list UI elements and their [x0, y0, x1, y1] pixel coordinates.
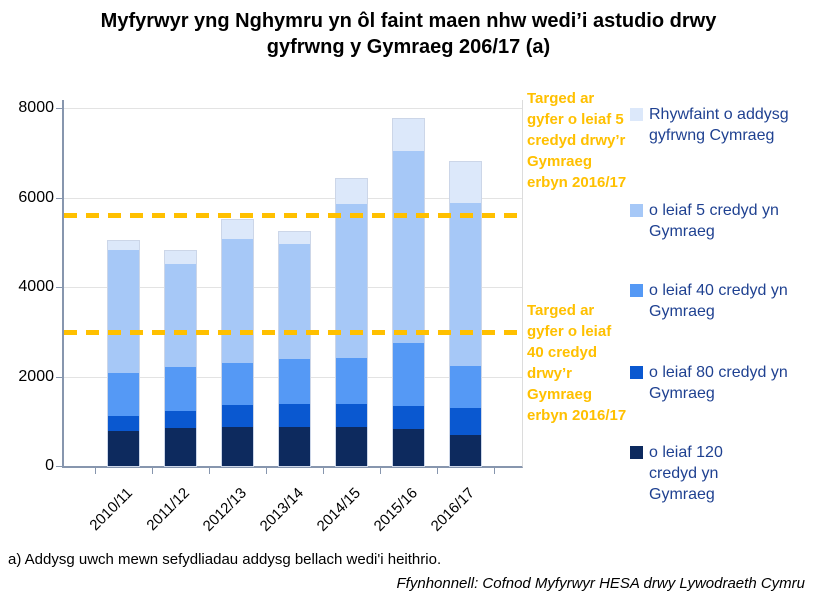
bar-2012/13 [222, 219, 253, 466]
source-note: Ffynhonnell: Cofnod Myfyrwyr HESA drwy L… [396, 575, 805, 592]
x-axis-tick [493, 468, 495, 474]
x-axis-tick [322, 468, 324, 474]
target-annotation: Targed ar gyfer o leiaf 5 credyd drwy’r … [527, 90, 627, 191]
bar-segment [165, 263, 196, 367]
bar-segment [222, 239, 253, 363]
legend-item: o leiaf 120 credyd yn Gymraeg [630, 442, 812, 505]
bar-segment [450, 407, 481, 436]
x-axis-tick [265, 468, 267, 474]
bar-segment [108, 431, 139, 466]
legend-swatch [630, 204, 643, 217]
y-axis-label: 4000 [18, 278, 54, 295]
gridline [64, 197, 522, 199]
target-line [64, 213, 522, 219]
bar-segment [279, 243, 310, 360]
bar-segment [393, 429, 424, 466]
bar-segment [336, 404, 367, 427]
bar-segment [279, 426, 310, 466]
x-axis-tick [94, 468, 96, 474]
target-line [64, 329, 522, 335]
bar-2011/12 [165, 251, 196, 466]
bar-segment [336, 204, 367, 359]
target-annotation: Targed ar gyfer o leiaf 40 credyd drwy’r… [527, 302, 627, 424]
bar-segment [165, 251, 196, 264]
x-axis-tick [208, 468, 210, 474]
legend-item: o leiaf 80 credyd yn Gymraeg [630, 362, 812, 404]
x-axis-tick [151, 468, 153, 474]
bar-segment [108, 373, 139, 417]
y-axis-tick [56, 108, 62, 109]
plot-area [56, 100, 523, 474]
bar-segment [222, 405, 253, 428]
legend-item: Rhywfaint o addysg gyfrwng Cymraeg [630, 104, 812, 146]
bar-segment [393, 406, 424, 430]
bar-segment [222, 427, 253, 466]
bar-segment [165, 366, 196, 412]
gridline [64, 108, 522, 109]
footnote: a) Addysg uwch mewn sefydliadau addysg b… [8, 551, 442, 568]
legend-label: o leiaf 40 credyd yn Gymraeg [649, 282, 788, 320]
bar-segment [165, 411, 196, 429]
bar-2013/14 [279, 231, 310, 466]
bar-segment [393, 119, 424, 151]
bar-2015/16 [393, 119, 424, 466]
legend-label: o leiaf 120 credyd yn Gymraeg [649, 444, 723, 503]
bar-segment [279, 359, 310, 405]
y-axis-tick [56, 376, 62, 378]
y-axis-label: 8000 [18, 99, 54, 116]
legend-swatch [630, 446, 643, 459]
bar-segment [279, 404, 310, 427]
chart-title: Myfyrwyr yng Nghymru yn ôl faint maen nh… [100, 10, 717, 58]
bar-2016/17 [450, 161, 481, 466]
x-axis-tick [436, 468, 438, 474]
bar-segment [222, 362, 253, 406]
y-axis-label: 0 [45, 457, 54, 474]
y-axis-tick [56, 287, 62, 288]
bar-segment [108, 249, 139, 374]
y-axis-label: 2000 [18, 367, 54, 385]
y-axis-tick [56, 197, 62, 199]
bar-segment [336, 178, 367, 205]
x-axis-tick [379, 468, 381, 474]
legend-label: o leiaf 80 credyd yn Gymraeg [649, 364, 788, 402]
legend-swatch [630, 366, 643, 379]
bar-2010/11 [108, 240, 139, 466]
bar-segment [450, 435, 481, 466]
y-axis-tick [56, 466, 62, 467]
y-axis-label: 6000 [18, 188, 54, 206]
legend-label: Rhywfaint o addysg gyfrwng Cymraeg [649, 106, 789, 144]
legend-item: o leiaf 40 credyd yn Gymraeg [630, 280, 812, 322]
bar-segment [450, 161, 481, 204]
bar-segment [336, 426, 367, 466]
bar-segment [450, 365, 481, 408]
bar-segment [393, 342, 424, 407]
legend-item: o leiaf 5 credyd yn Gymraeg [630, 200, 812, 242]
bar-segment [165, 428, 196, 466]
bar-segment [336, 358, 367, 405]
legend-swatch [630, 108, 643, 121]
bar-segment [279, 231, 310, 244]
bar-2014/15 [336, 178, 367, 466]
bar-segment [108, 240, 139, 250]
legend-swatch [630, 284, 643, 297]
bar-segment [222, 219, 253, 240]
bar-segment [108, 416, 139, 432]
bar-segment [450, 203, 481, 366]
legend-label: o leiaf 5 credyd yn Gymraeg [649, 202, 779, 240]
bar-segment [393, 150, 424, 343]
